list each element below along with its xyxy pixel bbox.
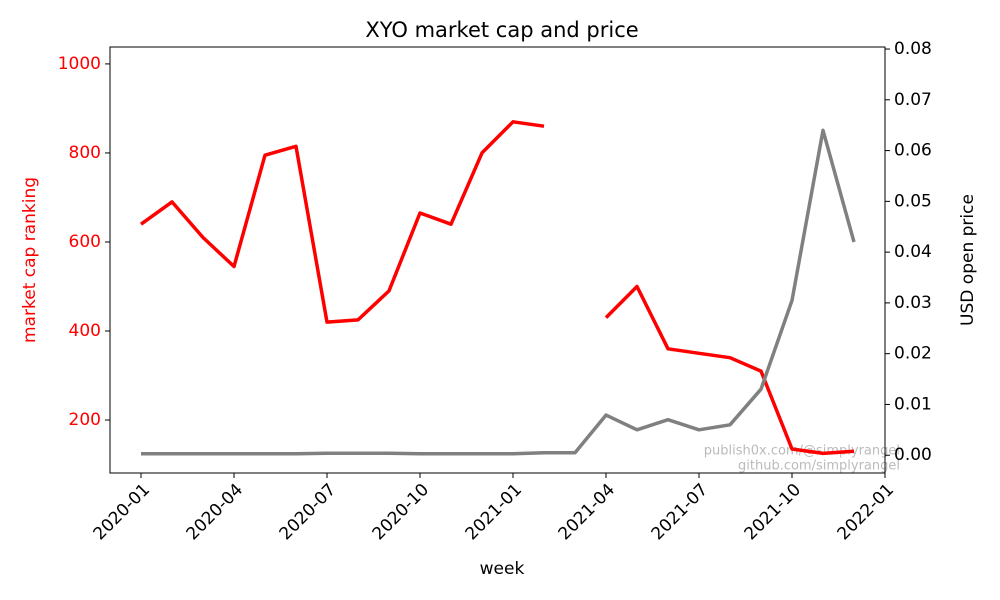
y2-tick-label: 0.02 <box>894 344 932 364</box>
y2-tick-label: 0.00 <box>894 445 932 465</box>
y-tick-label: 1000 <box>58 54 101 74</box>
y-tick-label: 200 <box>69 410 101 430</box>
x-axis-label: week <box>480 559 525 579</box>
line <box>141 128 856 456</box>
chart-title: XYO market cap and price <box>365 18 638 42</box>
watermark: github.com/simplyrangel <box>738 459 900 474</box>
x-tick-label: 2021-04 <box>555 480 619 544</box>
y2-tick-label: 0.05 <box>894 191 932 211</box>
y2-tick-label: 0.01 <box>894 394 932 414</box>
y-tick-label: 800 <box>69 143 101 163</box>
y2-tick-label: 0.03 <box>894 293 932 313</box>
x-tick-label: 2020-04 <box>183 480 247 544</box>
y-axis-label: market cap ranking <box>20 177 40 343</box>
plot-frame <box>109 46 886 474</box>
x-tick-label: 2021-07 <box>648 480 712 544</box>
y2-tick-label: 0.06 <box>894 141 932 161</box>
y2-axis-label: USD open price <box>958 194 978 326</box>
line <box>139 120 855 456</box>
y-tick-label: 400 <box>69 321 101 341</box>
x-tick-label: 2021-10 <box>741 480 805 544</box>
y2-tick-label: 0.07 <box>894 90 932 110</box>
y-tick-label: 600 <box>69 232 101 252</box>
x-tick-label: 2022-01 <box>834 480 898 544</box>
x-tick-label: 2020-01 <box>90 480 154 544</box>
y2-tick-label: 0.08 <box>894 39 932 59</box>
x-tick-label: 2021-01 <box>462 480 526 544</box>
y2-tick-label: 0.04 <box>894 242 932 262</box>
x-tick-label: 2020-10 <box>369 480 433 544</box>
x-tick-label: 2020-07 <box>276 480 340 544</box>
